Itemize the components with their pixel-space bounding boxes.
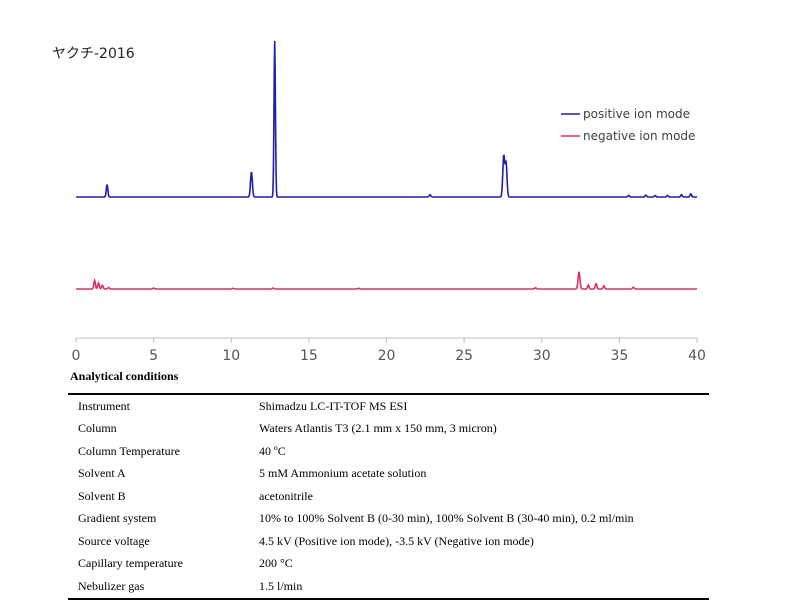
chart-title: ヤクチ-2016 bbox=[52, 46, 135, 62]
condition-row: Gradient system 10% to 100% Solvent B (0-… bbox=[68, 508, 709, 531]
condition-key: Solvent B bbox=[78, 488, 126, 503]
condition-row: Solvent B acetonitrile bbox=[68, 485, 709, 508]
legend-label: negative ion mode bbox=[583, 129, 695, 143]
x-tick-label: 10 bbox=[222, 348, 240, 364]
series-line-negative bbox=[76, 271, 697, 290]
condition-key: Source voltage bbox=[78, 533, 150, 548]
legend: positive ion mode negative ion mode bbox=[561, 107, 695, 143]
x-axis: 0 5 10 15 20 25 30 35 40 bbox=[72, 337, 706, 364]
condition-key: Gradient system bbox=[78, 511, 157, 526]
condition-row: Capillary temperature 200 °C bbox=[68, 553, 709, 576]
section-heading: Analytical conditions bbox=[70, 369, 179, 383]
conditions-table: Instrument Shimadzu LC-IT-TOF MS ESI Colum… bbox=[68, 393, 709, 600]
condition-value: 4.5 kV (Positive ion mode), -3.5 kV (Neg… bbox=[259, 533, 534, 548]
condition-value: 10% to 100% Solvent B (0-30 min), 100% S… bbox=[259, 511, 634, 526]
chromatogram-chart: 0 5 10 15 20 25 30 35 40 positive ion mode negati… bbox=[72, 40, 706, 364]
x-tick-label: 40 bbox=[688, 348, 706, 364]
x-tick-label: 35 bbox=[610, 348, 628, 364]
x-tick-label: 0 bbox=[72, 348, 81, 364]
legend-label: positive ion mode bbox=[583, 107, 690, 121]
condition-key: Column Temperature bbox=[78, 443, 180, 458]
condition-row: Column Waters Atlantis T3 (2.1 mm x 150 m… bbox=[68, 418, 709, 441]
condition-value: Waters Atlantis T3 (2.1 mm x 150 mm, 3 m… bbox=[259, 421, 497, 436]
condition-row: Column Temperature 40 ºC bbox=[68, 440, 709, 463]
series-layer bbox=[76, 40, 697, 290]
condition-row: Instrument Shimadzu LC-IT-TOF MS ESI bbox=[68, 394, 709, 418]
condition-value: 40 ºC bbox=[259, 443, 286, 458]
x-tick-label: 15 bbox=[300, 348, 318, 364]
condition-value: Shimadzu LC-IT-TOF MS ESI bbox=[259, 398, 408, 413]
condition-key: Capillary temperature bbox=[78, 556, 183, 571]
condition-key: Instrument bbox=[78, 398, 130, 413]
condition-row: Nebulizer gas 1.5 l/min bbox=[68, 575, 709, 599]
condition-row: Solvent A 5 mM Ammonium acetate solution bbox=[68, 463, 709, 486]
x-tick-label: 20 bbox=[378, 348, 396, 364]
condition-key: Nebulizer gas bbox=[78, 578, 145, 593]
condition-value: 200 °C bbox=[259, 556, 293, 571]
condition-row: Source voltage 4.5 kV (Positive ion mode)… bbox=[68, 530, 709, 553]
x-tick-label: 25 bbox=[455, 348, 473, 364]
condition-value: acetonitrile bbox=[259, 488, 313, 503]
condition-value: 5 mM Ammonium acetate solution bbox=[259, 466, 427, 481]
series-line-positive bbox=[76, 40, 697, 198]
x-tick-label: 5 bbox=[149, 348, 158, 364]
condition-value: 1.5 l/min bbox=[259, 578, 303, 593]
x-tick-label: 30 bbox=[533, 348, 551, 364]
condition-key: Solvent A bbox=[78, 466, 126, 481]
condition-key: Column bbox=[78, 421, 117, 436]
